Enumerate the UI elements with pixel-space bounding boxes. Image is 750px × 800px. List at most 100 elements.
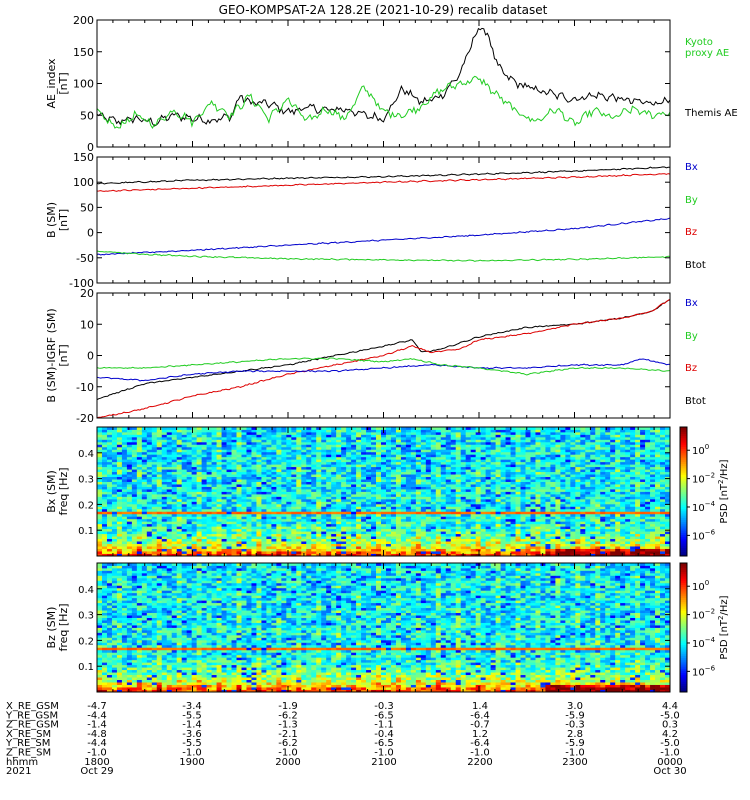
spectrogram-cell bbox=[425, 451, 432, 455]
spectrogram-cell bbox=[385, 444, 392, 448]
spectrogram-cell bbox=[485, 546, 492, 549]
spectrogram-cell bbox=[520, 511, 526, 515]
spectrogram-cell bbox=[156, 523, 163, 527]
spectrogram-cell bbox=[361, 493, 367, 497]
spectrogram-cell bbox=[361, 464, 367, 468]
spectrogram-cell bbox=[201, 536, 208, 540]
spectrogram-cell bbox=[410, 551, 417, 554]
spectrogram-cell bbox=[126, 551, 133, 554]
spectrogram-cell bbox=[131, 484, 138, 487]
spectrogram-cell bbox=[231, 489, 237, 492]
spectrogram-cell bbox=[351, 511, 357, 515]
spectrogram-cell bbox=[356, 546, 362, 549]
spectrogram-cell bbox=[470, 456, 477, 460]
spectrogram-cell bbox=[321, 528, 327, 532]
spectrogram-cell bbox=[186, 439, 193, 443]
spectrogram-cell bbox=[181, 531, 188, 535]
spectrogram-cell bbox=[101, 503, 108, 507]
spectrogram-cell bbox=[261, 538, 267, 542]
spectrogram-cell bbox=[236, 516, 242, 520]
spectrogram-cell bbox=[381, 469, 387, 473]
spectrogram-cell bbox=[326, 489, 332, 492]
spectrogram-cell bbox=[530, 471, 536, 475]
spectrogram-cell bbox=[415, 498, 422, 502]
spectrogram-cell bbox=[106, 439, 113, 443]
spectrogram-cell bbox=[385, 459, 392, 463]
spectrogram-cell bbox=[465, 441, 472, 445]
spectrogram-cell bbox=[141, 498, 148, 502]
spectrogram-cell bbox=[226, 469, 232, 473]
spectrogram-cell bbox=[201, 528, 208, 532]
spectrogram-cell bbox=[301, 459, 307, 463]
spectrogram-cell bbox=[410, 434, 417, 438]
spectrogram-cell bbox=[121, 523, 128, 527]
spectrogram-cell bbox=[221, 459, 227, 463]
spectrogram-cell bbox=[326, 511, 332, 515]
spectrogram-cell bbox=[390, 551, 397, 554]
spectrogram-cell bbox=[221, 521, 227, 525]
spectrogram-cell bbox=[146, 533, 153, 537]
spectrogram-cell bbox=[321, 484, 327, 487]
spectrogram-cell bbox=[256, 553, 262, 557]
spectrogram-cell bbox=[196, 541, 203, 544]
spectrogram-cell bbox=[106, 491, 113, 495]
spectrogram-cell bbox=[371, 459, 377, 463]
spectrogram-cell bbox=[480, 486, 487, 490]
spectrogram-cell bbox=[430, 436, 437, 440]
spectrogram-cell bbox=[351, 523, 357, 527]
spectrogram-cell bbox=[410, 486, 417, 490]
spectrogram-cell bbox=[166, 516, 173, 520]
spectrogram-cell bbox=[241, 501, 247, 505]
spectrogram-cell bbox=[116, 427, 123, 430]
spectrogram-cell bbox=[420, 543, 427, 547]
spectrogram-cell bbox=[475, 528, 482, 532]
spectrogram-cell bbox=[515, 431, 521, 435]
spectrogram-cell bbox=[141, 476, 148, 480]
spectrogram-cell bbox=[231, 501, 237, 505]
spectrogram-cell bbox=[196, 469, 203, 473]
spectrogram-cell bbox=[296, 516, 302, 520]
spectrogram-cell bbox=[146, 551, 153, 554]
spectrogram-cell bbox=[106, 501, 113, 505]
spectrogram-cell bbox=[176, 491, 183, 495]
spectrogram-cell bbox=[455, 548, 462, 552]
spectrogram-cell bbox=[530, 541, 536, 544]
spectrogram-cell bbox=[201, 526, 208, 530]
spectrogram-cell bbox=[271, 501, 277, 505]
spectrogram-cell bbox=[111, 518, 118, 522]
spectrogram-cell bbox=[405, 444, 412, 448]
spectrogram-cell bbox=[400, 441, 407, 445]
spectrogram-cell bbox=[530, 429, 536, 433]
spectrogram-cell bbox=[450, 541, 457, 544]
spectrogram-cell bbox=[256, 543, 262, 547]
spectrogram-cell bbox=[221, 543, 227, 547]
spectrogram-cell bbox=[510, 456, 516, 460]
spectrogram-cell bbox=[226, 466, 232, 470]
spectrogram-cell bbox=[271, 553, 277, 557]
spectrogram-cell bbox=[116, 454, 123, 458]
spectrogram-cell bbox=[385, 536, 392, 540]
spectrogram-cell bbox=[311, 436, 317, 440]
spectrogram-cell bbox=[291, 431, 297, 435]
spectrogram-cell bbox=[131, 533, 138, 537]
spectrogram-cell bbox=[296, 538, 302, 542]
spectrogram-cell bbox=[216, 521, 222, 525]
spectrogram-cell bbox=[211, 551, 217, 554]
spectrogram-cell bbox=[410, 441, 417, 445]
spectrogram-cell bbox=[301, 528, 307, 532]
spectrogram-cell bbox=[530, 506, 536, 510]
spectrogram-cell bbox=[311, 454, 317, 458]
spectrogram-cell bbox=[286, 521, 292, 525]
spectrogram-cell bbox=[196, 456, 203, 460]
spectrogram-cell bbox=[331, 461, 337, 465]
spectrogram-cell bbox=[116, 436, 123, 440]
spectrogram-cell bbox=[141, 441, 148, 445]
spectrogram-cell bbox=[450, 481, 457, 485]
spectrogram-cell bbox=[425, 496, 432, 500]
spectrogram-cell bbox=[181, 491, 188, 495]
spectrogram-cell bbox=[286, 541, 292, 544]
spectrogram-cell bbox=[495, 503, 501, 507]
spectrogram-cell bbox=[376, 548, 382, 552]
spectrogram-cell bbox=[216, 518, 222, 522]
spectrogram-cell bbox=[191, 538, 198, 542]
